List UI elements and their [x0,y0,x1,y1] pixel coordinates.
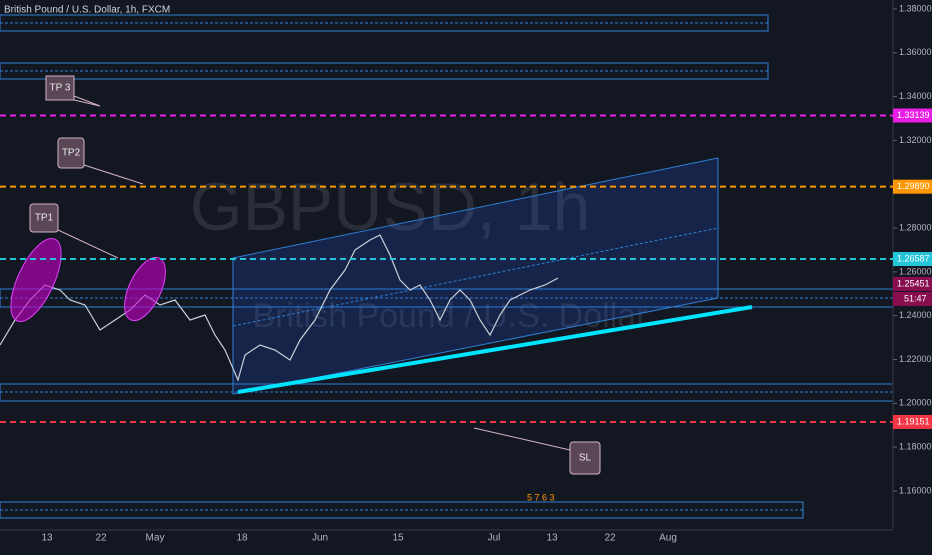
date-label: 13 [546,533,558,544]
highlight [124,256,166,322]
date-label: May [146,533,165,544]
date-label: 22 [95,533,107,544]
price-label: 1.34000 [899,91,932,101]
price-axis [893,0,932,550]
price-label: 1.18000 [899,442,932,452]
chart-title: British Pound / U.S. Dollar, 1h, FXCM [4,5,170,16]
annotation: TP 3 [50,83,71,94]
price-tag [893,108,932,123]
price-tag-label: 1.19151 [897,416,930,426]
callout [57,137,85,169]
date-label: Aug [659,533,677,544]
price-tag-label: 1.29890 [897,181,930,191]
channel-mid [232,227,719,327]
highlight [10,238,62,322]
price-label: 1.36000 [899,47,932,57]
trendline [237,305,753,394]
pointer [57,229,119,259]
price-label: 1.24000 [899,310,932,320]
price-label: 1.16000 [899,485,932,495]
callout [569,441,601,475]
price-tag-label: 1.33139 [897,110,930,120]
price-label: 1.20000 [899,398,932,408]
price-tag-label: 1.25451 [897,278,930,288]
callout [29,203,59,233]
pointer [83,164,144,185]
date-label: 15 [392,533,404,544]
price-label: 1.28000 [899,222,932,232]
date-label: Jun [312,533,328,544]
date-label: 22 [604,533,616,544]
date-label: 18 [236,533,248,544]
date-label: 13 [41,533,53,544]
price-label: 1.26000 [899,266,932,276]
events: 5 7 6 3 [527,492,555,502]
countdown-tag [893,291,932,306]
countdown: 51:47 [904,293,927,303]
price-label: 1.32000 [899,135,932,145]
watermark-name: British Pound / U.S. Dollar [253,297,648,335]
price-tag [893,414,932,429]
time-axis: 13 22 May 18 Jun 15 Jul 13 22 Aug [41,533,676,544]
date-label: Jul [488,533,501,544]
annotations: TP 3 TP2 TP1 SL [29,75,601,475]
watermark-symbol: GBPUSD, 1h [190,169,591,245]
zone [0,501,804,519]
price-tag [893,276,932,291]
annotation: SL [579,453,592,464]
annotation: TP1 [35,213,54,224]
price-tag [893,252,932,267]
price-path [0,234,559,382]
pointer [473,427,571,451]
price-tag-label: 1.26587 [897,253,930,263]
pointer [73,95,101,107]
annotation: TP2 [62,148,81,159]
price-label: 1.22000 [899,354,932,364]
price-label: 1.38000 [899,3,932,13]
price-tag [893,179,932,194]
channel [232,157,719,395]
